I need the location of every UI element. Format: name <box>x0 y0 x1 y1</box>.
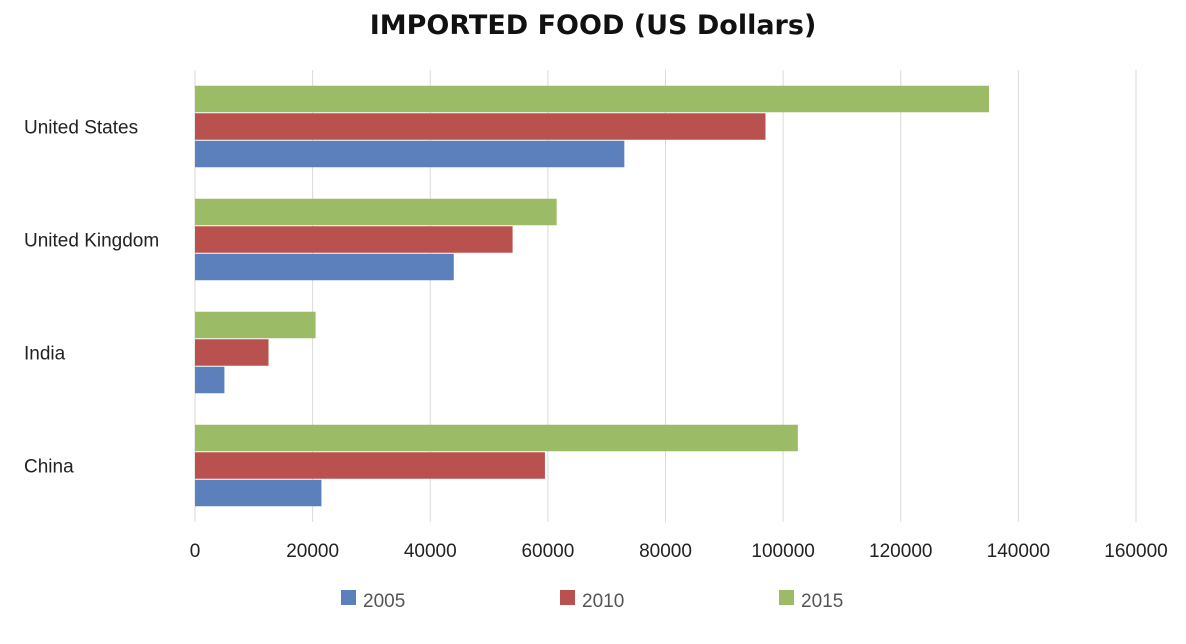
x-tick-label-2: 40000 <box>404 541 457 562</box>
category-label-united-kingdom: United Kingdom <box>24 231 159 252</box>
legend-label-2010: 2010 <box>582 591 624 612</box>
bars <box>195 85 989 507</box>
category-label-united-states: United States <box>24 118 138 139</box>
bar-united-states-2005 <box>195 140 625 168</box>
bar-united-kingdom-2005 <box>195 253 454 281</box>
bar-india-2015 <box>195 311 316 339</box>
legend-swatch-2015 <box>779 590 794 605</box>
category-labels: United States United Kingdom India China <box>24 118 159 478</box>
bar-india-2010 <box>195 339 269 366</box>
x-tick-label-1: 20000 <box>286 541 339 562</box>
legend: 2005 2010 2015 <box>341 590 843 612</box>
legend-swatch-2005 <box>341 590 356 605</box>
bar-india-2005 <box>195 366 225 394</box>
x-tick-label-7: 140000 <box>987 541 1050 562</box>
category-label-china: China <box>24 457 74 478</box>
bar-china-2015 <box>195 424 798 452</box>
x-tick-label-5: 100000 <box>751 541 814 562</box>
chart-title: IMPORTED FOOD (US Dollars) <box>370 10 817 41</box>
legend-label-2015: 2015 <box>801 591 843 612</box>
x-axis-tick-labels: 0 20000 40000 60000 80000 100000 120000 140000 1… <box>190 541 1168 562</box>
bar-united-states-2015 <box>195 85 989 113</box>
x-tick-label-4: 80000 <box>639 541 692 562</box>
legend-label-2005: 2005 <box>363 591 405 612</box>
x-tick-label-8: 160000 <box>1104 541 1167 562</box>
bar-united-kingdom-2015 <box>195 198 557 226</box>
bar-united-kingdom-2010 <box>195 226 513 253</box>
x-tick-label-0: 0 <box>190 541 201 562</box>
bar-united-states-2010 <box>195 113 766 140</box>
bar-china-2005 <box>195 479 322 507</box>
x-tick-label-3: 60000 <box>521 541 574 562</box>
bar-china-2010 <box>195 452 545 479</box>
category-label-india: India <box>24 344 66 365</box>
legend-swatch-2010 <box>560 590 575 605</box>
x-tick-label-6: 120000 <box>869 541 932 562</box>
